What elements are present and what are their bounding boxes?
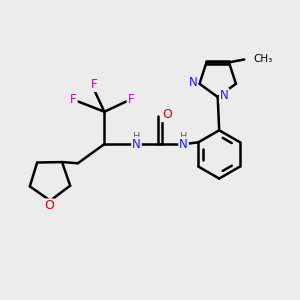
Text: F: F — [128, 93, 134, 106]
Text: N: N — [179, 138, 188, 151]
Text: O: O — [44, 200, 54, 212]
Text: N: N — [220, 89, 229, 102]
Text: N: N — [132, 138, 141, 151]
Text: H: H — [180, 132, 188, 142]
Text: O: O — [162, 108, 172, 121]
Text: F: F — [91, 78, 98, 91]
Text: N: N — [189, 76, 197, 89]
Text: F: F — [70, 93, 77, 106]
Text: CH₃: CH₃ — [253, 54, 272, 64]
Text: H: H — [133, 132, 140, 142]
